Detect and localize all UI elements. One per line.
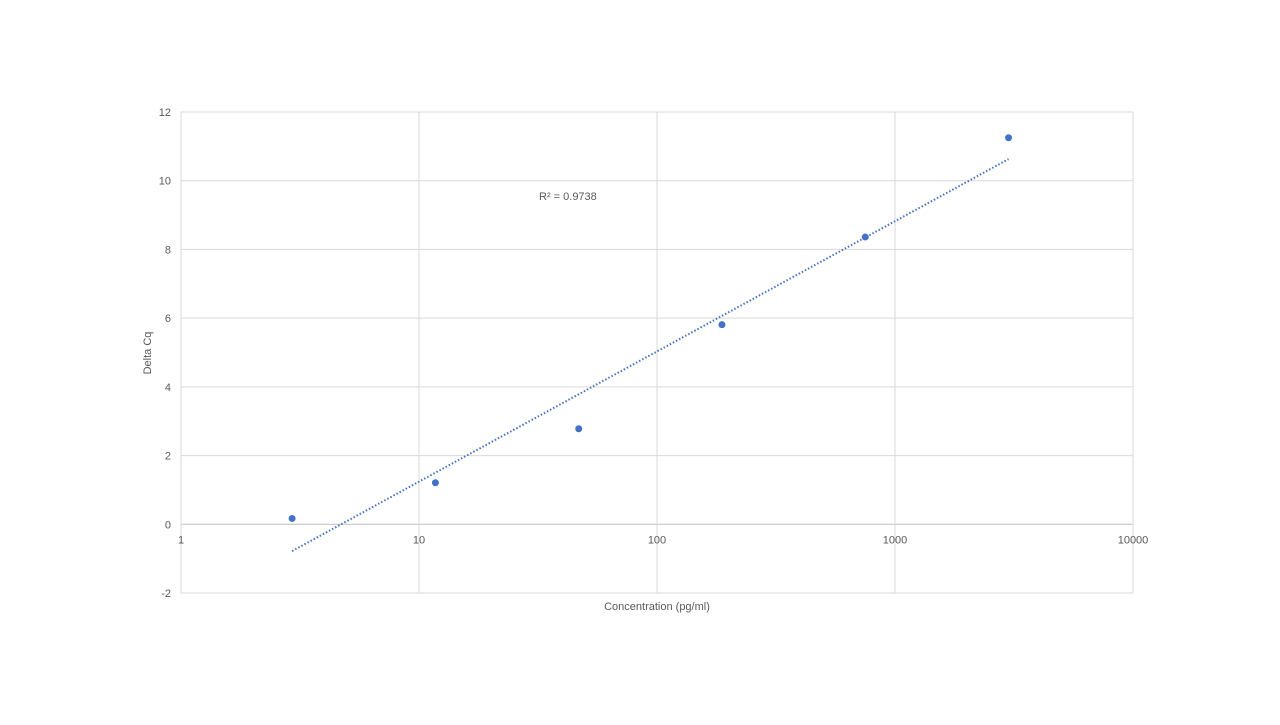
data-point — [861, 233, 869, 241]
data-point — [288, 514, 296, 522]
y-tick-label: 2 — [165, 451, 171, 463]
x-axis-label: Concentration (pg/ml) — [604, 601, 710, 613]
x-tick-label: 1000 — [883, 534, 907, 546]
tick-labels: -2 0 2 4 6 8 10 12 1 10 100 1000 10000 — [159, 107, 1149, 600]
y-tick-label: 6 — [165, 313, 171, 325]
data-point — [718, 321, 726, 329]
y-tick-label: 4 — [165, 382, 171, 394]
y-axis-label: Delta Cq — [142, 332, 154, 375]
data-point — [431, 479, 439, 487]
grid — [180, 111, 1134, 594]
x-tick-label: 10000 — [1118, 534, 1149, 546]
y-tick-label: 10 — [159, 176, 171, 188]
r-squared-annotation: R² = 0.9738 — [539, 191, 597, 203]
data-point — [575, 425, 583, 433]
y-tick-label: 12 — [159, 107, 171, 119]
y-tick-label: 0 — [165, 519, 171, 531]
y-tick-label: 8 — [165, 244, 171, 256]
y-tick-label: -2 — [161, 588, 171, 600]
x-tick-label: 100 — [648, 534, 666, 546]
data-points — [288, 134, 1013, 522]
data-point — [1005, 134, 1013, 142]
x-tick-label: 10 — [413, 534, 425, 546]
x-tick-label: 1 — [178, 534, 184, 546]
